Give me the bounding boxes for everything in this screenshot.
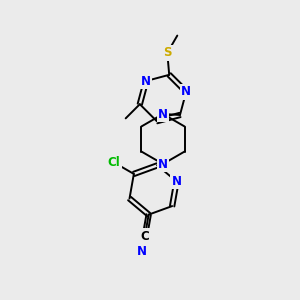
Text: N: N <box>137 244 147 258</box>
Text: S: S <box>163 46 172 59</box>
Text: N: N <box>172 175 182 188</box>
Text: C: C <box>140 230 149 243</box>
Text: N: N <box>181 85 191 98</box>
Text: N: N <box>158 158 168 170</box>
Text: N: N <box>158 107 168 121</box>
Text: N: N <box>141 74 151 88</box>
Text: Cl: Cl <box>108 156 120 169</box>
